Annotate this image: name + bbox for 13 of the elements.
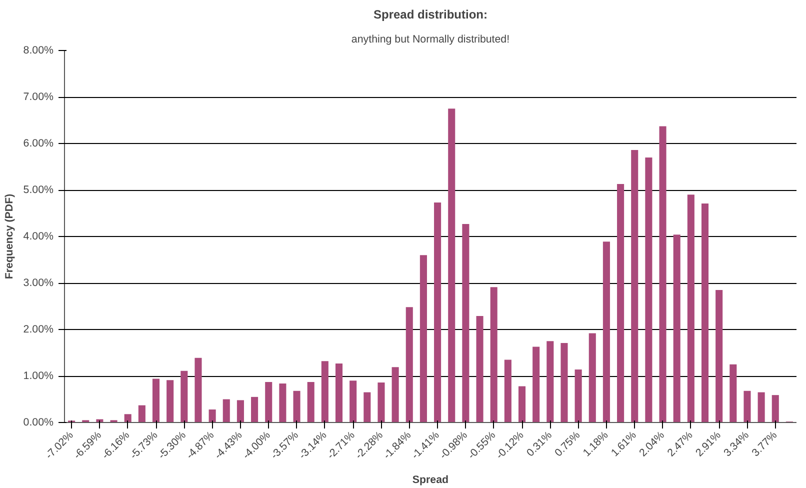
- y-tick-label: 4.00%: [23, 230, 54, 242]
- y-tick-label: 1.00%: [23, 370, 54, 382]
- y-tick-label: 0.00%: [23, 416, 54, 428]
- y-tick-label: 7.00%: [23, 91, 54, 103]
- chart-subtitle: anything but Normally distributed!: [351, 34, 510, 46]
- y-tick-label: 3.00%: [23, 277, 54, 289]
- y-tick-label: 5.00%: [23, 184, 54, 196]
- chart-title: Spread distribution:: [374, 8, 488, 22]
- y-tick-label: 2.00%: [23, 324, 54, 336]
- y-tick-label: 8.00%: [23, 44, 54, 56]
- y-tick-label: 6.00%: [23, 138, 54, 150]
- x-axis-title: Spread: [412, 474, 449, 486]
- y-axis-title: Frequency (PDF): [3, 193, 16, 280]
